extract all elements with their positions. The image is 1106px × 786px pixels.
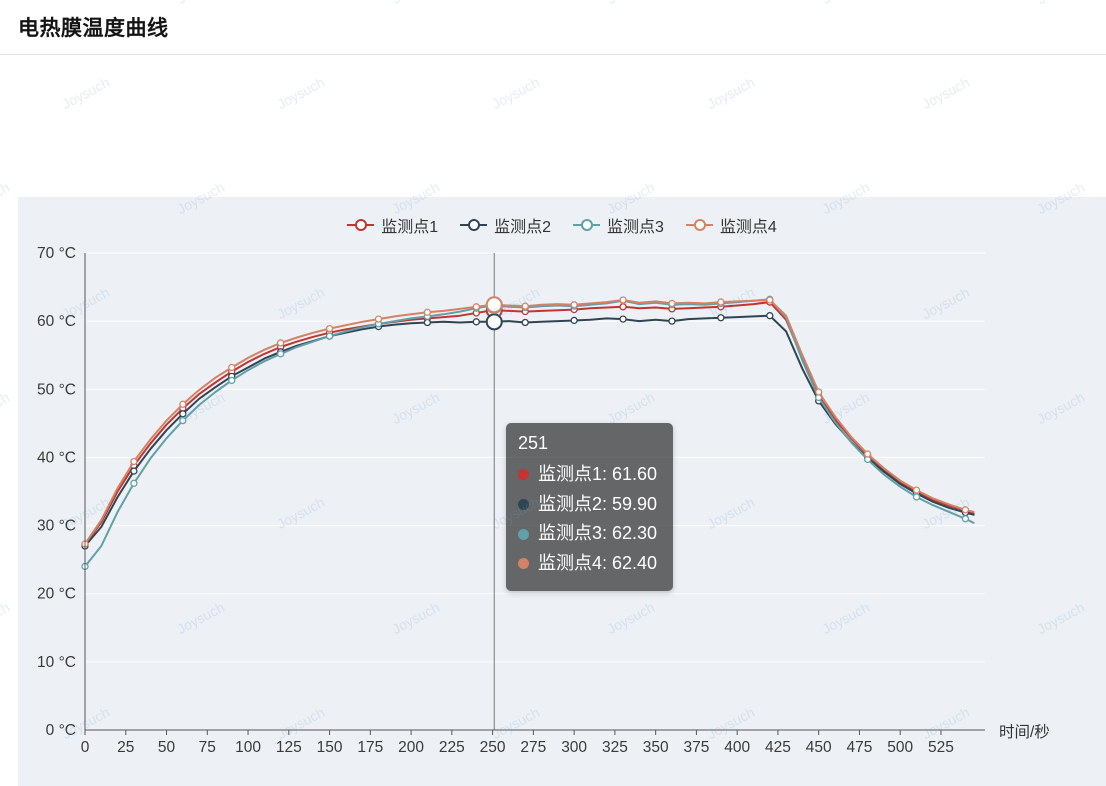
svg-text:40 °C: 40 °C [37, 449, 76, 466]
svg-text:375: 375 [683, 739, 709, 756]
header: 电热膜温度曲线 [0, 0, 1106, 55]
svg-text:200: 200 [398, 739, 424, 756]
legend-line-icon [573, 218, 600, 232]
legend-label: 监测点2 [494, 219, 551, 236]
legend-item-监测点2[interactable]: 监测点2 [460, 213, 551, 237]
svg-text:20 °C: 20 °C [37, 586, 76, 603]
svg-text:25: 25 [117, 739, 134, 756]
watermark-text: Joysuch [0, 598, 13, 638]
svg-text:450: 450 [806, 739, 832, 756]
svg-text:75: 75 [199, 739, 216, 756]
legend-line-icon [347, 218, 375, 232]
svg-text:150: 150 [317, 739, 343, 756]
svg-text:275: 275 [520, 739, 546, 756]
svg-text:时间/秒: 时间/秒 [999, 723, 1050, 741]
svg-text:10 °C: 10 °C [37, 654, 76, 671]
watermark-text: Joysuch [274, 73, 328, 113]
watermark-text: Joysuch [704, 73, 758, 113]
svg-text:50: 50 [158, 739, 176, 756]
svg-text:425: 425 [765, 739, 791, 756]
legend-line-icon [460, 218, 488, 232]
legend-line-icon [685, 218, 713, 232]
svg-text:225: 225 [439, 739, 465, 756]
chart-legend: 监测点1 监测点2 监测点3 监测点4 [18, 213, 1106, 237]
svg-text:500: 500 [887, 739, 913, 756]
svg-text:350: 350 [643, 739, 669, 756]
svg-text:125: 125 [276, 739, 302, 756]
watermark-text: Joysuch [489, 73, 543, 113]
svg-text:0: 0 [81, 739, 90, 756]
watermark-text: Joysuch [0, 388, 13, 428]
svg-text:100: 100 [235, 739, 261, 756]
svg-text:525: 525 [928, 739, 954, 756]
watermark-text: Joysuch [919, 73, 973, 113]
svg-text:400: 400 [724, 739, 750, 756]
page-title: 电热膜温度曲线 [18, 17, 169, 40]
chart-panel[interactable]: 监测点1 监测点2 监测点3 监测点4 0 25 50 75 100 125 150 175 200 2… [18, 197, 1106, 786]
svg-text:50 °C: 50 °C [37, 381, 76, 398]
chart-svg[interactable]: 0 25 50 75 100 125 150 175 200 225 250 275 300 325 350… [18, 197, 1106, 786]
watermark-text: Joysuch [59, 73, 113, 113]
svg-text:30 °C: 30 °C [37, 518, 76, 535]
legend-item-监测点3[interactable]: 监测点3 [573, 213, 664, 237]
svg-text:325: 325 [602, 739, 628, 756]
svg-text:475: 475 [847, 739, 873, 756]
legend-label: 监测点3 [607, 219, 664, 236]
legend-item-监测点4[interactable]: 监测点4 [685, 213, 777, 237]
svg-text:250: 250 [480, 739, 506, 756]
legend-label: 监测点4 [719, 219, 777, 236]
legend-item-监测点1[interactable]: 监测点1 [347, 213, 438, 237]
svg-text:0 °C: 0 °C [46, 722, 76, 739]
svg-text:60 °C: 60 °C [37, 313, 76, 330]
svg-text:300: 300 [561, 739, 587, 756]
svg-text:70 °C: 70 °C [37, 245, 76, 262]
watermark-text: Joysuch [0, 178, 13, 218]
svg-text:175: 175 [357, 739, 383, 756]
legend-label: 监测点1 [381, 219, 439, 236]
